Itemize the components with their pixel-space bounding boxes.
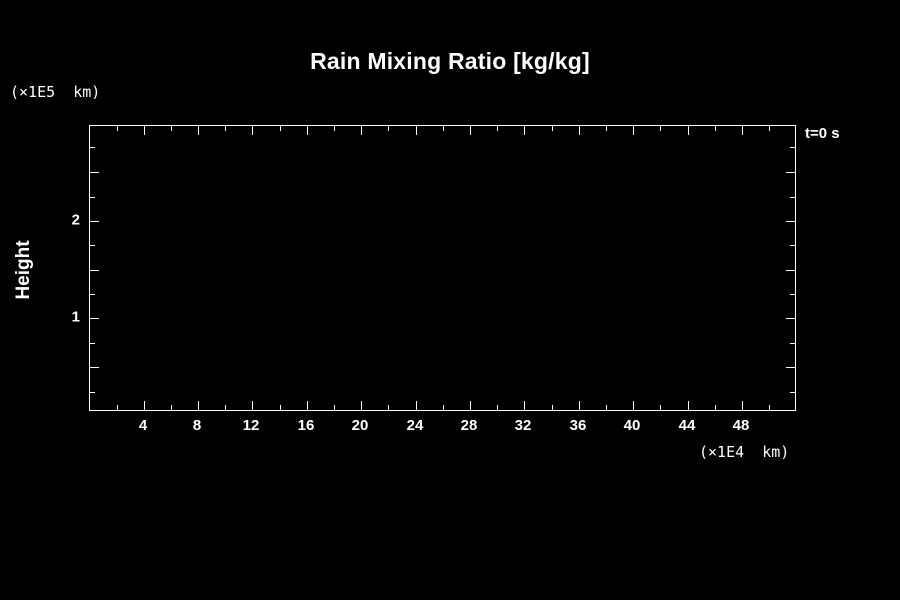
y-axis-tick [790, 343, 795, 344]
x-axis-tick [144, 401, 145, 410]
x-axis-tick [579, 126, 580, 135]
x-axis-tick [524, 401, 525, 410]
x-axis-tick-label: 40 [623, 417, 641, 434]
x-axis-tick [225, 405, 226, 410]
y-axis-tick-label: 2 [71, 211, 80, 229]
x-axis-tick [579, 401, 580, 410]
y-axis-tick [90, 392, 95, 393]
x-axis-tick-label: 48 [732, 417, 750, 434]
y-axis-tick [90, 270, 99, 271]
y-axis-tick [90, 147, 95, 148]
time-annotation: t=0 s [805, 125, 840, 142]
y-axis-tick [786, 221, 795, 222]
x-axis-tick-label: 36 [569, 417, 587, 434]
x-axis-tick [470, 126, 471, 135]
x-axis-tick [416, 126, 417, 135]
x-axis-tick [280, 126, 281, 131]
x-axis-tick [688, 401, 689, 410]
y-axis-tick [90, 294, 95, 295]
y-axis-tick [790, 147, 795, 148]
x-axis-tick-label: 12 [242, 417, 260, 434]
x-axis-tick-label: 8 [192, 417, 202, 434]
x-axis-tick [388, 126, 389, 131]
x-axis-tick [470, 401, 471, 410]
x-axis-tick [633, 126, 634, 135]
page-title: Rain Mixing Ratio [kg/kg] [310, 48, 590, 74]
x-axis-tick [769, 126, 770, 131]
x-axis-tick [117, 405, 118, 410]
x-axis-tick [660, 405, 661, 410]
x-axis-tick [443, 126, 444, 131]
x-axis-tick-label: 24 [406, 417, 424, 434]
y-axis-tick [90, 197, 95, 198]
x-axis-tick [497, 405, 498, 410]
y-axis-unit-label: (×1E5 km) [10, 83, 101, 101]
x-axis-tick [606, 405, 607, 410]
x-axis-tick [361, 126, 362, 135]
plot-area [89, 125, 796, 411]
x-axis-tick [742, 401, 743, 410]
x-axis-tick [388, 405, 389, 410]
x-axis-tick [742, 126, 743, 135]
x-axis-tick-label: 20 [351, 417, 369, 434]
x-axis-tick [171, 405, 172, 410]
y-axis-tick [90, 318, 99, 319]
y-axis-tick [90, 343, 95, 344]
x-axis-tick [715, 126, 716, 131]
x-axis-tick [307, 126, 308, 135]
y-axis-tick [786, 318, 795, 319]
x-axis-tick-label: 44 [678, 417, 696, 434]
x-axis-tick [361, 401, 362, 410]
x-axis-tick [252, 126, 253, 135]
x-axis-unit-label: (×1E4 km) [699, 443, 790, 461]
y-axis-tick [790, 294, 795, 295]
x-axis-tick [416, 401, 417, 410]
x-axis-tick [225, 126, 226, 131]
x-axis-tick [198, 126, 199, 135]
y-axis-tick [790, 392, 795, 393]
y-axis-tick [790, 197, 795, 198]
x-axis-tick-label: 16 [297, 417, 315, 434]
x-axis-tick [769, 405, 770, 410]
x-axis-tick-label: 28 [460, 417, 478, 434]
x-axis-tick-label: 32 [514, 417, 532, 434]
x-axis-tick [171, 126, 172, 131]
x-axis-tick [606, 126, 607, 131]
x-axis-tick [715, 405, 716, 410]
x-axis-tick [443, 405, 444, 410]
x-axis-tick [144, 126, 145, 135]
x-axis-tick [552, 126, 553, 131]
y-axis-tick [786, 270, 795, 271]
x-axis-tick [660, 126, 661, 131]
x-axis-tick [334, 405, 335, 410]
x-axis-tick [198, 401, 199, 410]
x-axis-tick [252, 401, 253, 410]
x-axis-tick [552, 405, 553, 410]
x-axis-tick [117, 126, 118, 131]
y-axis-tick [90, 245, 95, 246]
y-axis-tick [90, 172, 99, 173]
x-axis-tick-label: 4 [138, 417, 148, 434]
x-axis-tick [633, 401, 634, 410]
y-axis-title: Height [13, 240, 34, 300]
x-axis-tick [307, 401, 308, 410]
y-axis-tick-label: 1 [71, 308, 80, 326]
x-axis-tick [280, 405, 281, 410]
x-axis-tick [497, 126, 498, 131]
y-axis-tick [90, 367, 99, 368]
x-axis-tick [688, 126, 689, 135]
y-axis-tick [786, 172, 795, 173]
x-axis-tick [334, 126, 335, 131]
y-axis-tick [786, 367, 795, 368]
y-axis-tick [790, 245, 795, 246]
y-axis-tick [90, 221, 99, 222]
x-axis-tick [524, 126, 525, 135]
